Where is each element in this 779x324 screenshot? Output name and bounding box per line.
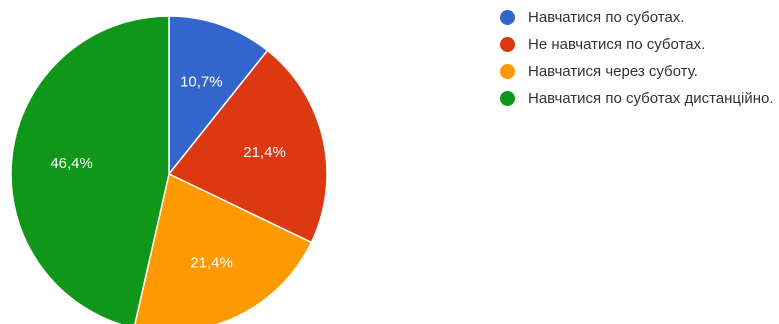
legend-label-3: Навчатися через суботу. <box>528 63 698 80</box>
legend-item-2[interactable]: Не навчатися по суботах. <box>500 35 779 55</box>
legend-swatch-4 <box>500 91 515 106</box>
slice-label-3: 21,4% <box>190 254 233 271</box>
chart-legend: Навчатися по суботах. Не навчатися по су… <box>500 8 779 116</box>
slice-label-4: 46,4% <box>50 155 93 172</box>
legend-item-4[interactable]: Навчатися по суботах дистанційно. <box>500 89 779 109</box>
legend-swatch-1 <box>500 10 515 25</box>
legend-label-4: Навчатися по суботах дистанційно. <box>528 90 774 107</box>
pie-slice-2[interactable] <box>167 49 328 244</box>
pie-slice-4[interactable] <box>10 15 170 324</box>
slice-label-2: 21,4% <box>243 144 286 161</box>
legend-label-1: Навчатися по суботах. <box>528 9 685 26</box>
legend-swatch-3 <box>500 64 515 79</box>
legend-swatch-2 <box>500 37 515 52</box>
legend-item-3[interactable]: Навчатися через суботу. <box>500 62 779 82</box>
slice-label-1: 10,7% <box>180 73 223 90</box>
pie-slice-labels: 10,7% 21,4% 21,4% 46,4% <box>50 73 285 271</box>
pie-slice-1[interactable] <box>168 15 269 177</box>
pie-slices <box>10 15 328 324</box>
pie-slice-3[interactable] <box>134 172 313 324</box>
legend-label-2: Не навчатися по суботах. <box>528 36 706 53</box>
legend-item-1[interactable]: Навчатися по суботах. <box>500 8 779 28</box>
